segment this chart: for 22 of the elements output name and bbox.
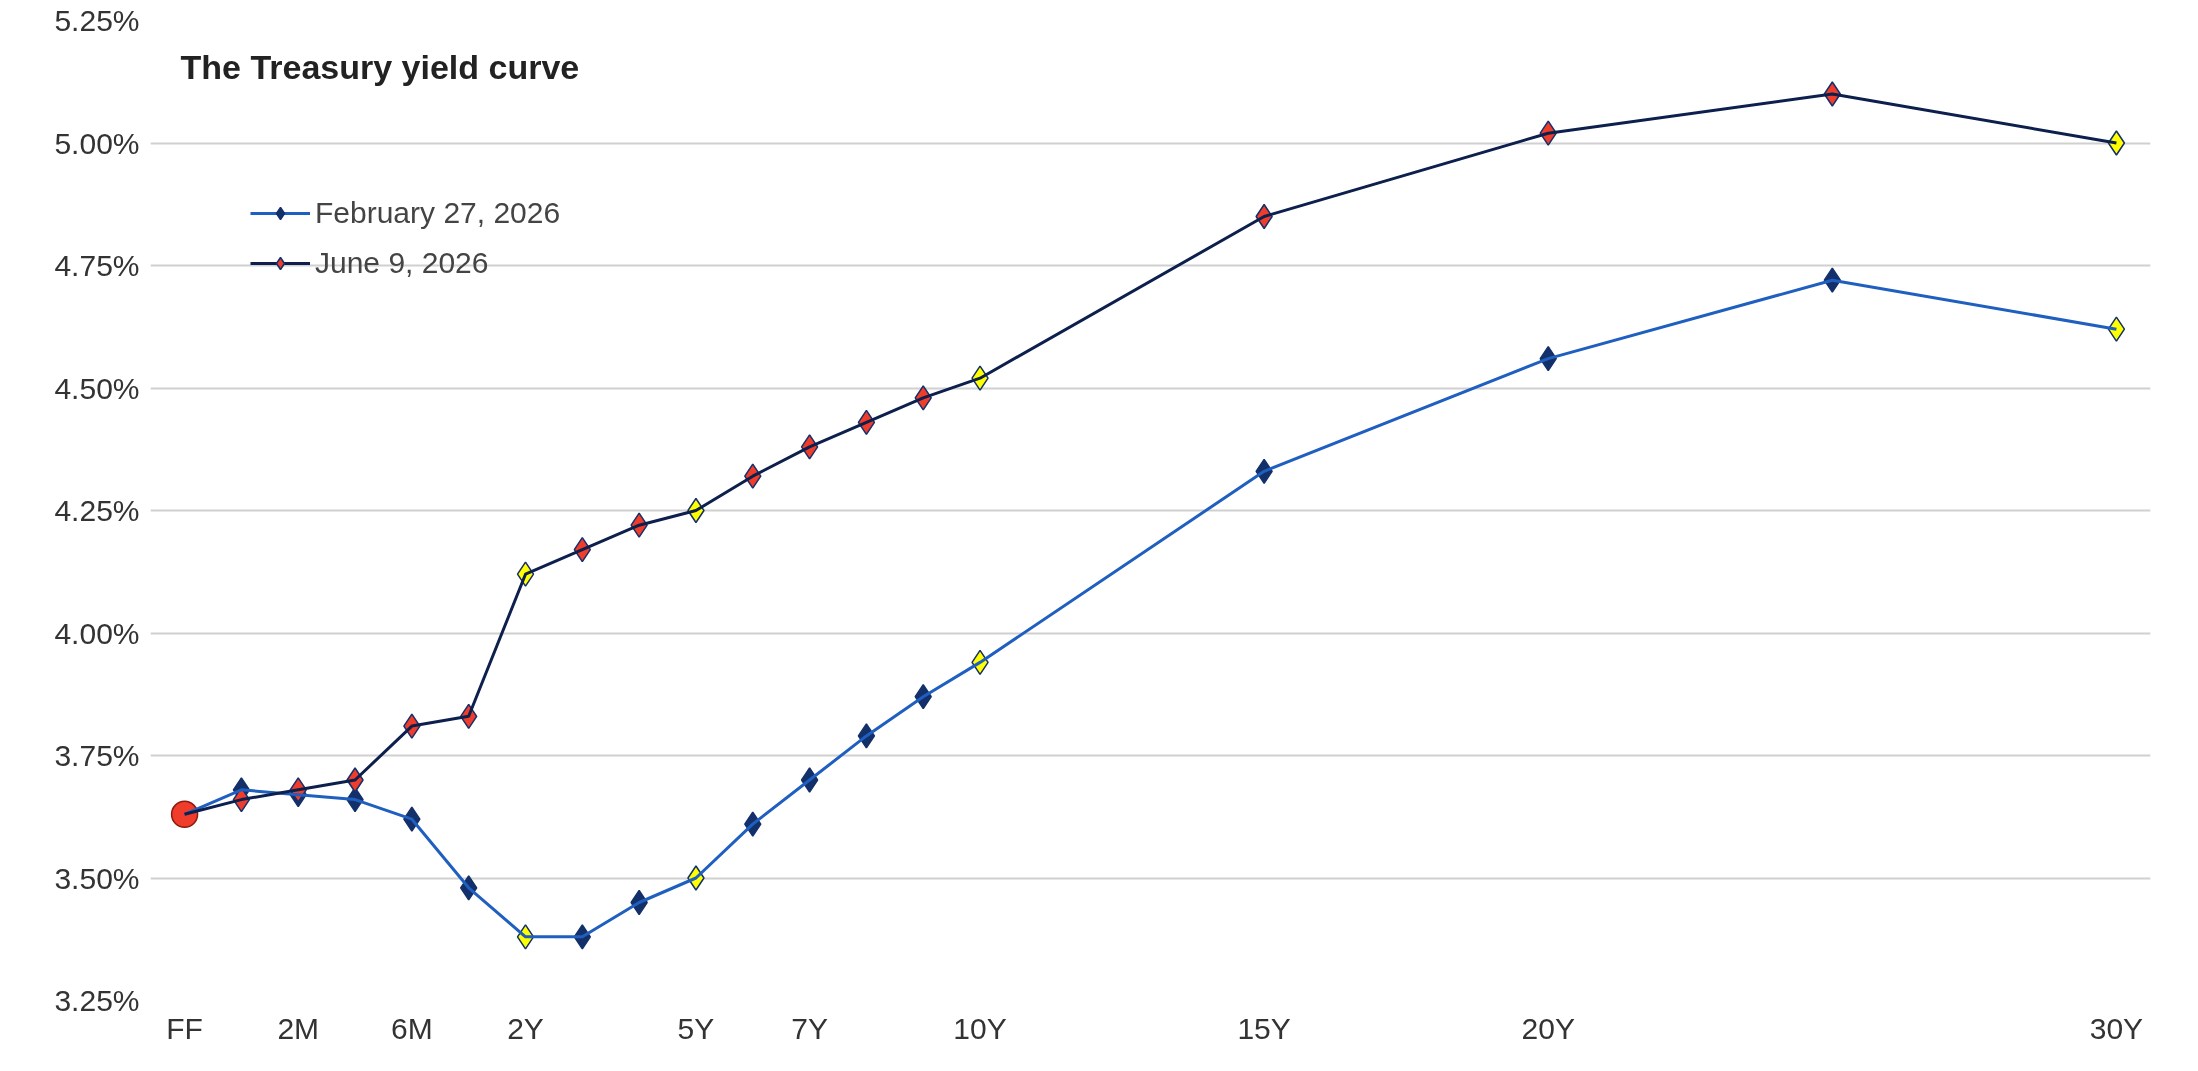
x-tick-label: 2Y [507,1011,544,1045]
x-tick-label: 15Y [1237,1011,1291,1045]
x-tick-label: 30Y [2089,1011,2144,1045]
x-tick-label: 10Y [953,1011,1007,1045]
y-tick-label: 4.25% [54,494,140,527]
legend-label: June 9, 2026 [315,246,489,280]
x-tick-label: 7Y [791,1011,828,1045]
y-tick-label: 5.00% [54,126,140,160]
y-tick-label: 3.75% [54,739,140,772]
y-tick-label: 4.00% [54,616,140,650]
y-tick-label: 5.25% [54,4,140,37]
y-tick-label: 3.50% [54,861,140,895]
x-tick-label: 2M [277,1011,320,1045]
x-tick-label: FF [166,1011,203,1045]
y-tick-label: 4.75% [54,249,140,282]
x-tick-label: 6M [391,1011,433,1045]
x-tick-label: 20Y [1521,1011,1575,1045]
legend-label: February 27, 2026 [315,196,561,230]
y-tick-label: 4.50% [54,371,140,405]
y-tick-label: 3.25% [54,984,140,1017]
x-tick-label: 5Y [677,1011,715,1045]
text: The Treasury yield curve [180,47,580,86]
